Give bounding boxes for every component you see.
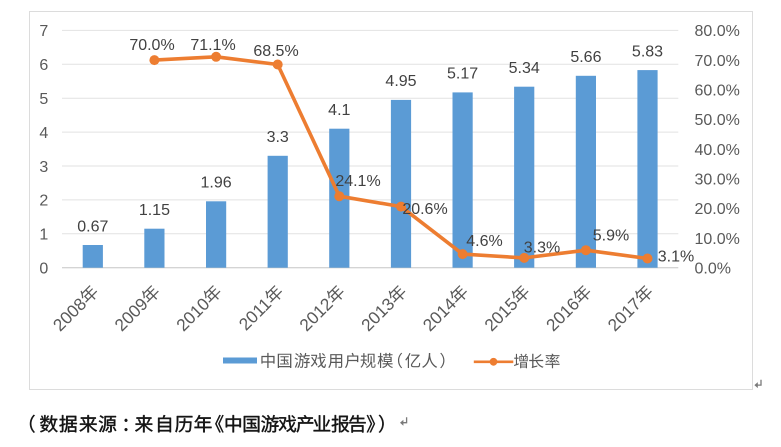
svg-text:0.67: 0.67 xyxy=(77,218,108,235)
svg-text:5.83: 5.83 xyxy=(632,43,663,60)
svg-text:1.96: 1.96 xyxy=(201,175,232,192)
svg-text:4.6%: 4.6% xyxy=(466,233,502,250)
svg-text:4: 4 xyxy=(39,125,48,142)
svg-text:80.0%: 80.0% xyxy=(695,23,740,40)
svg-text:20.0%: 20.0% xyxy=(695,201,740,218)
svg-text:1: 1 xyxy=(39,227,48,244)
svg-text:1.15: 1.15 xyxy=(139,202,170,219)
svg-text:70.0%: 70.0% xyxy=(129,37,174,54)
svg-text:24.1%: 24.1% xyxy=(335,173,380,190)
svg-text:3.1%: 3.1% xyxy=(658,249,694,266)
svg-text:5: 5 xyxy=(39,91,48,108)
svg-text:68.5%: 68.5% xyxy=(253,43,298,60)
svg-text:2: 2 xyxy=(39,193,48,210)
svg-text:0.0%: 0.0% xyxy=(695,261,731,278)
svg-text:7: 7 xyxy=(39,23,48,40)
svg-text:4.1: 4.1 xyxy=(328,102,350,119)
svg-text:71.1%: 71.1% xyxy=(190,37,235,54)
svg-text:6: 6 xyxy=(39,57,48,74)
svg-text:30.0%: 30.0% xyxy=(695,172,740,189)
svg-text:4.95: 4.95 xyxy=(385,73,416,90)
svg-text:10.0%: 10.0% xyxy=(695,231,740,248)
svg-text:3: 3 xyxy=(39,159,48,176)
svg-text:50.0%: 50.0% xyxy=(695,112,740,129)
svg-text:20.6%: 20.6% xyxy=(402,201,447,218)
svg-text:40.0%: 40.0% xyxy=(695,142,740,159)
svg-text:5.66: 5.66 xyxy=(570,49,601,66)
svg-text:3.3%: 3.3% xyxy=(524,239,560,256)
svg-text:60.0%: 60.0% xyxy=(695,83,740,100)
svg-text:0: 0 xyxy=(39,261,48,278)
svg-text:5.17: 5.17 xyxy=(447,66,478,83)
svg-text:5.34: 5.34 xyxy=(509,60,540,77)
svg-text:5.9%: 5.9% xyxy=(593,227,629,244)
svg-text:70.0%: 70.0% xyxy=(695,53,740,70)
svg-text:3.3: 3.3 xyxy=(267,129,289,146)
